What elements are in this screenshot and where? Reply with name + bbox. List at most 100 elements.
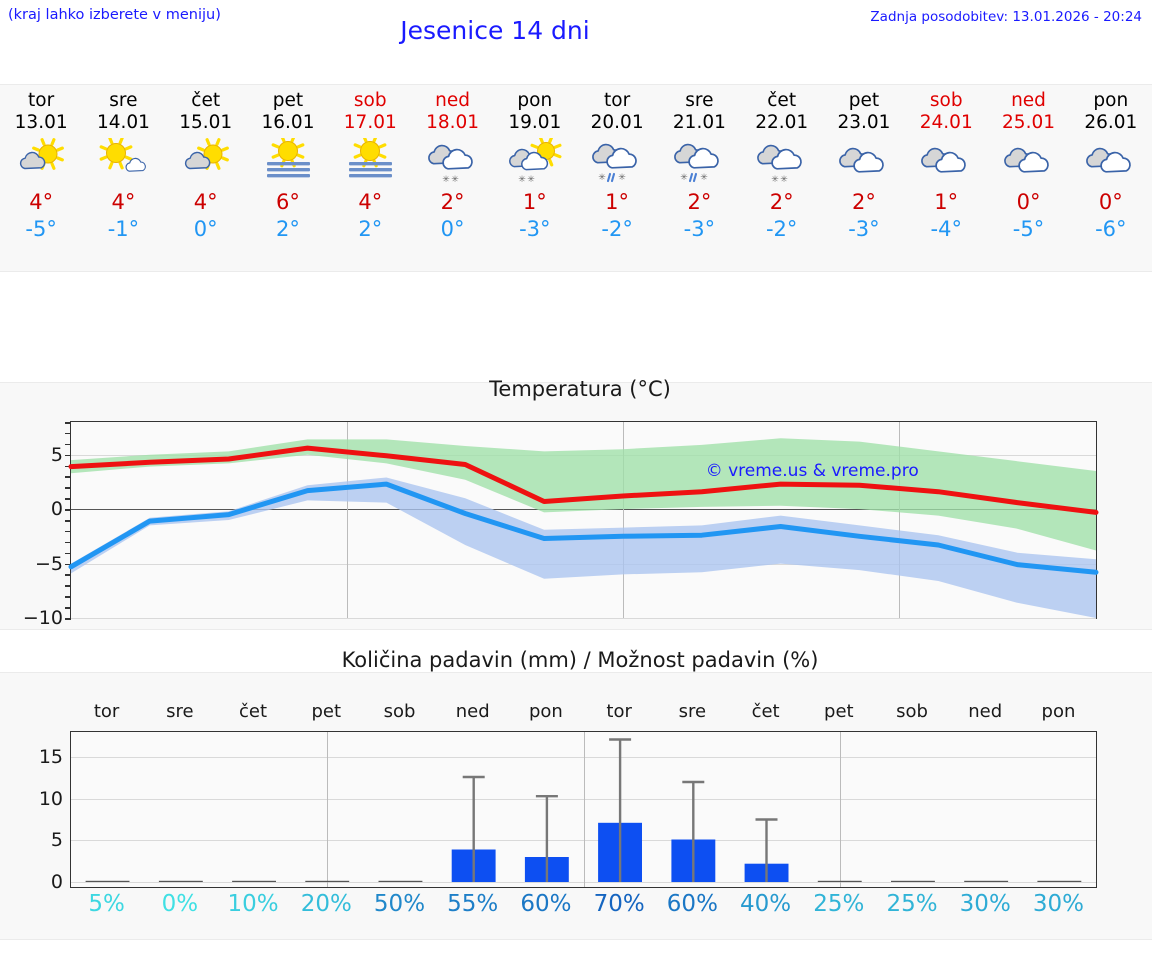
day-min-temperature: -1° [107,217,140,241]
precipitation-y-tick-label: 0 [50,871,63,893]
day-column[interactable]: pet 23.01 2° -3° [823,85,905,271]
sun-cloud-snow-icon: ✳ ✳ [504,135,566,185]
day-max-temperature: 2° [440,190,465,214]
day-date-label: 24.01 [919,112,973,133]
day-column[interactable]: sre 21.01 ✳ ✳ 2° -3° [658,85,740,271]
day-min-temperature: 2° [358,217,383,241]
temperature-axis-tick [65,574,71,576]
temperature-axis-tick [65,585,71,587]
precipitation-bar [378,880,423,882]
precipitation-day-label: pon [1041,701,1076,722]
temperature-y-tick-label: −10 [22,607,63,629]
day-column[interactable]: pon 19.01 ✳ ✳ 1° -3° [494,85,576,271]
day-column[interactable]: sob 17.01 4° 2° [329,85,411,271]
precipitation-y-tick-label: 10 [38,787,63,810]
day-date-label: 18.01 [426,112,480,133]
precipitation-plot-area: 15 10 5 0 [39,731,1097,893]
cloud-icon [833,138,895,184]
day-date-label: 22.01 [755,112,809,133]
day-of-week-label: sob [353,90,387,111]
day-column[interactable]: pon 26.01 0° -6° [1070,85,1152,271]
temperature-axis-tick [65,476,71,478]
temperature-axis-tick [65,607,71,609]
temperature-chart-panel: Temperatura (°C) 5 0 −5 −10 © vreme.us & vre… [0,377,1152,630]
temperature-axis-tick [65,541,71,544]
temperature-axis-tick [65,498,71,500]
day-min-temperature: -2° [601,217,633,241]
day-date-label: 15.01 [179,112,233,133]
precipitation-day-label: sob [383,701,416,722]
day-of-week-label: sre [685,90,714,111]
precipitation-bar [817,880,862,882]
precipitation-probability-label: 25% [813,891,865,917]
cloud-icon [915,138,977,184]
precipitation-day-label: sob [896,701,928,722]
svg-text:✳: ✳ [527,175,535,184]
day-max-temperature: 0° [1016,190,1041,214]
temperature-axis-tick [65,563,71,566]
day-of-week-label: pon [1093,90,1129,111]
precipitation-bars-overlay [85,738,1082,882]
precipitation-probability-label: 70% [593,891,645,917]
day-column[interactable]: tor 20.01 ✳ ✳ 1° -2° [576,85,658,271]
day-min-temperature: -4° [930,217,962,241]
cloud-icon [1080,138,1142,184]
sun-fog-icon [339,134,401,184]
day-column[interactable]: pet 16.01 6° 2° [247,85,329,271]
day-of-week-label: sob [929,90,963,111]
last-updated-text: Zadnja posodobitev: 13.01.2026 - 20:24 [870,9,1142,25]
day-column[interactable]: čet 22.01 ✳ ✳ 2° -2° [741,85,823,271]
day-max-temperature: 4° [193,190,218,214]
precipitation-chart-panel: Količina padavin (mm) / Možnost padavin … [0,648,1152,940]
temperature-vertical-gridline [346,422,348,618]
precipitation-probability-label: 30% [959,891,1011,917]
precipitation-y-tick-label: 5 [50,829,63,852]
precipitation-y-tick-label: 15 [38,746,63,768]
precipitation-probability-label: 60% [666,891,718,917]
day-max-temperature: 4° [358,190,383,214]
sun-behind-cloud-icon [175,138,237,184]
temperature-y-tick-label: 0 [50,498,63,521]
temperature-axis-tick [65,520,71,522]
day-date-label: 23.01 [837,112,891,133]
temperature-series-overlay [68,438,1099,618]
day-column[interactable]: tor 13.01 4° -5° [0,85,82,271]
day-max-temperature: 6° [276,190,300,214]
precipitation-day-label: sre [678,701,707,722]
precipitation-day-label: čet [239,701,268,722]
temperature-axis-tick [65,509,71,511]
day-min-temperature: -3° [519,217,551,241]
page-title: Jesenice 14 dni [400,16,590,45]
temperature-axis-tick [65,422,71,424]
day-of-week-label: čet [767,90,797,111]
precipitation-chart-title: Količina padavin (mm) / Možnost padavin … [341,648,819,672]
precipitation-probability-labels: 5% 0% 10% 20% 50% 55% 60% 70% 60% 40% 25% 25% 30% 30% [70,891,1095,927]
precipitation-day-label: tor [606,701,632,722]
temperature-axis-tick [65,596,71,598]
day-max-temperature: 1° [934,190,959,214]
day-column[interactable]: sre 14.01 4° -1° [82,85,164,271]
day-column[interactable]: sob 24.01 1° -4° [905,85,987,271]
precipitation-day-label: sre [166,701,194,722]
precipitation-bar [964,880,1009,882]
day-max-temperature: 1° [605,190,630,214]
day-min-temperature: -5° [1012,217,1045,241]
cloud-snow-icon: ✳ ✳ [751,138,813,185]
day-column[interactable]: ned 18.01 ✳ ✳ 2° 0° [411,85,493,271]
svg-text:✳: ✳ [701,173,709,183]
cloud-rain-snow-icon: ✳ ✳ [586,138,648,184]
day-date-label: 25.01 [1002,112,1055,133]
precipitation-vertical-gridline [327,732,329,887]
top-bar: (kraj lahko izberete v meniju) Jesenice … [0,0,1152,80]
day-of-week-label: sre [109,90,138,111]
day-of-week-label: pet [848,90,880,111]
temperature-line [68,481,1099,575]
day-date-label: 16.01 [261,112,315,133]
temperature-axis-tick [65,530,71,533]
day-column[interactable]: ned 25.01 0° -5° [987,85,1069,271]
precipitation-probability-label: 20% [300,891,352,917]
temperature-axis-tick [65,454,71,457]
day-date-label: 20.01 [590,112,644,133]
day-column[interactable]: čet 15.01 4° 0° [165,85,247,271]
day-min-temperature: 0° [440,217,465,241]
